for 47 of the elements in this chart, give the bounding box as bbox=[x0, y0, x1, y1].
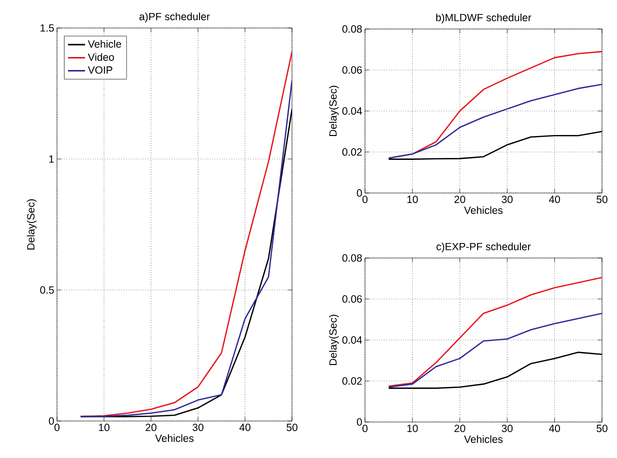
chart-title: a)PF scheduler bbox=[139, 12, 210, 22]
x-tick-label: 50 bbox=[596, 196, 608, 204]
y-tick-label: 0.02 bbox=[342, 148, 362, 156]
y-axis-title: Delay(Sec) bbox=[329, 314, 339, 366]
x-tick-label: 10 bbox=[407, 424, 418, 432]
y-tick-label: 0.04 bbox=[342, 336, 362, 344]
x-tick-label: 20 bbox=[146, 424, 156, 432]
x-axis-title: Vehicles bbox=[155, 434, 194, 442]
y-tick-label: 0 bbox=[356, 189, 362, 197]
x-tick-label: 0 bbox=[54, 424, 60, 432]
chart-title: b)MLDWF scheduler bbox=[436, 14, 532, 24]
y-tick-label: 1.5 bbox=[40, 24, 54, 32]
x-tick-label: 10 bbox=[407, 196, 418, 204]
x-axis-title: Vehicles bbox=[464, 206, 503, 214]
y-axis-title: Delay(Sec) bbox=[329, 86, 339, 136]
line-series bbox=[388, 312, 602, 388]
chart-title: c)EXP-PF scheduler bbox=[436, 242, 531, 252]
legend-label: Vehicle bbox=[88, 40, 122, 48]
x-tick-label: 0 bbox=[362, 196, 368, 204]
y-tick-label: 0.02 bbox=[342, 377, 362, 385]
x-tick-label: 40 bbox=[549, 196, 560, 204]
x-tick-label: 30 bbox=[502, 424, 513, 432]
y-tick-label: 0.06 bbox=[342, 66, 362, 74]
x-axis-title: Vehicles bbox=[464, 435, 503, 443]
y-axis-title: Delay(Sec) bbox=[26, 199, 37, 250]
legend-label: VOIP bbox=[88, 66, 112, 74]
y-tick-label: 0.06 bbox=[342, 295, 362, 303]
legend-label: Video bbox=[88, 53, 114, 61]
x-tick-label: 10 bbox=[98, 424, 110, 432]
line-series bbox=[388, 276, 602, 387]
x-tick-label: 30 bbox=[502, 196, 513, 204]
x-tick-label: 40 bbox=[549, 424, 560, 432]
y-tick-label: 0 bbox=[356, 418, 362, 426]
x-tick-label: 0 bbox=[362, 424, 368, 432]
x-tick-label: 40 bbox=[239, 424, 250, 432]
y-tick-label: 1 bbox=[49, 155, 54, 163]
y-tick-label: 0.08 bbox=[342, 25, 362, 33]
y-tick-label: 0.5 bbox=[40, 286, 54, 294]
y-tick-label: 0 bbox=[48, 417, 54, 425]
x-tick-label: 30 bbox=[192, 424, 204, 432]
y-tick-label: 0.04 bbox=[342, 107, 362, 115]
line-series bbox=[388, 84, 602, 159]
y-tick-label: 0.08 bbox=[342, 254, 362, 262]
x-tick-label: 50 bbox=[596, 424, 608, 432]
x-tick-label: 20 bbox=[454, 424, 466, 432]
x-tick-label: 20 bbox=[454, 196, 466, 204]
x-tick-label: 50 bbox=[286, 424, 298, 432]
